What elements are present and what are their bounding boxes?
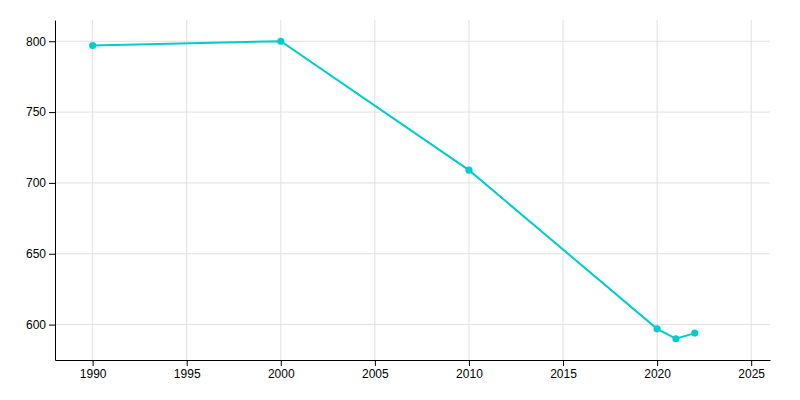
tick: 650 [26,247,55,261]
tick-mark [657,360,658,366]
x-axis: 1990 1995 2000 2005 2010 2015 2020 2025 [56,360,771,381]
y-axis: 600 650 700 750 800 [26,21,56,361]
axis-line [56,360,771,361]
tick: 750 [26,105,55,119]
tick-mark [49,41,55,42]
tick: 2000 [268,360,295,381]
tick-label: 700 [26,176,46,190]
tick-mark [49,183,55,184]
tick-label: 2020 [644,367,671,381]
grid [55,20,770,360]
line [93,41,695,339]
grid-line [563,20,564,360]
grid-line [55,41,770,42]
tick: 2015 [550,360,577,381]
tick: 700 [26,176,55,190]
grid-line [374,20,375,360]
grid-line [55,324,770,325]
chart: 1990 1995 2000 2005 2010 2015 2020 2025 600 650 70… [0,0,800,400]
marker [691,330,698,337]
tick: 2025 [738,360,765,381]
tick: 2010 [456,360,483,381]
tick-label: 2000 [268,367,295,381]
tick-mark [375,360,376,366]
grid-line [55,253,770,254]
grid-line [280,20,281,360]
tick-label: 2025 [738,367,765,381]
marks [89,38,698,343]
marker [672,335,679,342]
tick: 800 [26,35,55,49]
tick-label: 1995 [174,367,201,381]
tick-label: 2015 [550,367,577,381]
grid-line [751,20,752,360]
tick-mark [563,360,564,366]
tick-mark [751,360,752,366]
tick-mark [93,360,94,366]
tick-label: 600 [26,318,46,332]
marker [89,42,96,49]
tick: 1995 [174,360,201,381]
tick-label: 1990 [80,367,107,381]
tick-mark [49,254,55,255]
tick: 1990 [80,360,107,381]
tick: 2020 [644,360,671,381]
tick-label: 2010 [456,367,483,381]
tick-mark [469,360,470,366]
grid-line [468,20,469,360]
grid-line [55,112,770,113]
tick: 2005 [362,360,389,381]
tick-mark [49,112,55,113]
tick-label: 800 [26,35,46,49]
grid-line [55,182,770,183]
marker [277,38,284,45]
tick-mark [281,360,282,366]
tick-mark [49,325,55,326]
tick: 600 [26,318,55,332]
grid-line [92,20,93,360]
tick-label: 650 [26,247,46,261]
tick-mark [187,360,188,366]
grid-line [657,20,658,360]
grid-line [186,20,187,360]
tick-label: 750 [26,105,46,119]
marker [654,325,661,332]
axis-line [55,21,56,361]
tick-label: 2005 [362,367,389,381]
plot: 1990 1995 2000 2005 2010 2015 2020 2025 600 650 70… [26,20,771,381]
marker [465,167,472,174]
